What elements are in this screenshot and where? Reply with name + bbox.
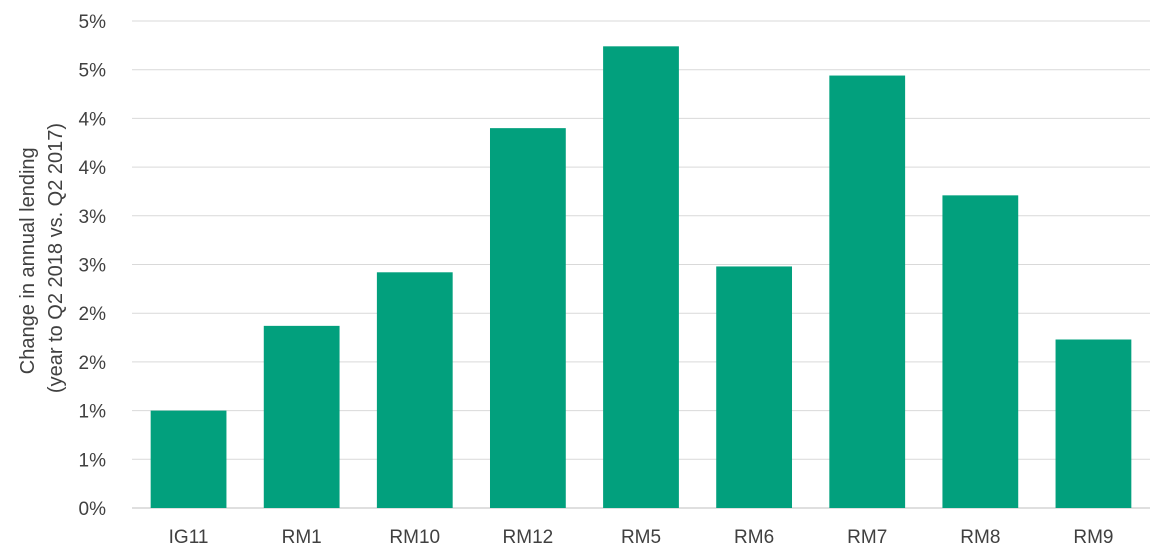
- x-tick-label-rm10: RM10: [389, 527, 440, 548]
- y-tick-label: 3%: [79, 256, 107, 277]
- x-tick-label-rm5: RM5: [621, 527, 661, 548]
- y-axis-title-line-1: Change in annual lending: [17, 147, 39, 374]
- y-axis-tick-labels: 0% 1% 1% 2% 2% 3% 3% 4% 4% 5% 5%: [79, 12, 107, 520]
- x-axis-tick-labels: IG11 RM1 RM10 RM12 RM5 RM6 RM7 RM8 RM9: [169, 527, 1114, 548]
- x-tick-label-ig11: IG11: [169, 527, 209, 548]
- bar-rm8: [942, 195, 1019, 508]
- y-axis-title-line-2: (year to Q2 2018 vs. Q2 2017): [45, 123, 67, 393]
- bar-rm12: [489, 128, 566, 508]
- x-tick-label-rm6: RM6: [734, 527, 774, 548]
- y-tick-label: 5%: [79, 12, 107, 33]
- y-tick-label: 4%: [79, 158, 107, 179]
- bar-rm5: [603, 46, 679, 508]
- x-tick-label-rm9: RM9: [1073, 527, 1113, 548]
- x-tick-label-rm12: RM12: [503, 527, 554, 548]
- bar-rm7: [829, 75, 906, 508]
- y-tick-label: 0%: [79, 499, 107, 520]
- x-tick-label-rm7: RM7: [847, 527, 887, 548]
- bars: [150, 46, 1132, 508]
- x-tick-label-rm8: RM8: [960, 527, 1000, 548]
- x-tick-label-rm1: RM1: [282, 527, 322, 548]
- bar-rm9: [1055, 339, 1132, 508]
- y-axis-title: Change in annual lending (year to Q2 201…: [17, 123, 67, 393]
- y-tick-label: 2%: [79, 353, 107, 374]
- y-tick-label: 3%: [79, 207, 107, 228]
- bar-ig11: [150, 410, 227, 508]
- bar-rm1: [263, 325, 340, 508]
- bar-rm10: [376, 272, 453, 508]
- y-tick-label: 2%: [79, 304, 107, 325]
- y-tick-label: 1%: [79, 402, 107, 423]
- y-tick-label: 1%: [79, 450, 107, 471]
- y-tick-label: 4%: [79, 109, 107, 130]
- y-tick-label: 5%: [79, 61, 107, 82]
- bar-rm6: [716, 266, 793, 508]
